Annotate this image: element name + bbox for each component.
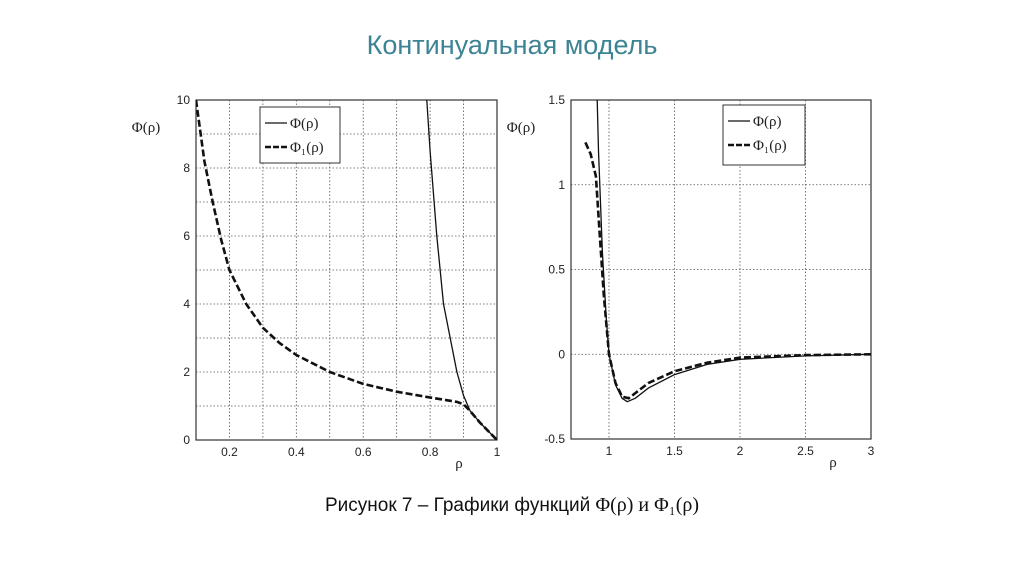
x-tick-label: 0.8 (422, 445, 439, 459)
series-line-phi1 (584, 141, 871, 400)
figure-caption: Рисунок 7 – Графики функций Φ(ρ) и Φ₁(ρ) (0, 494, 1024, 517)
x-tick-label: 2.5 (797, 444, 814, 458)
x-tick-label: 3 (868, 444, 875, 458)
legend-label: Φ₁(ρ) (290, 140, 324, 156)
caption-text: Рисунок 7 – Графики функций (324, 495, 596, 516)
slide-title: Континуальная модель (366, 30, 658, 60)
caption-math: Φ(ρ) и Φ₁(ρ) (595, 494, 700, 516)
x-axis-label: ρ (829, 455, 837, 471)
y-tick-label: 8 (183, 161, 190, 175)
y-tick-label: 0 (183, 433, 190, 447)
x-tick-label: 1 (494, 445, 501, 459)
x-tick-label: 2 (737, 444, 744, 458)
legend: Φ(ρ) Φ₁(ρ) (722, 104, 806, 166)
y-tick-label: -0.5 (544, 432, 565, 446)
y-tick-label: 10 (177, 93, 191, 107)
y-tick-label: 0 (558, 347, 565, 361)
x-axis-label: ρ (455, 456, 463, 472)
y-tick-label: 1.5 (548, 93, 565, 107)
plot-frame (195, 99, 498, 441)
y-tick-label: 2 (183, 365, 190, 379)
legend-label: Φ₁(ρ) (753, 138, 787, 154)
y-axis-label: Φ(ρ) (132, 120, 160, 136)
x-tick-label: 1.5 (666, 444, 683, 458)
x-tick-label: 0.4 (288, 445, 305, 459)
y-tick-label: 0.5 (548, 263, 565, 277)
x-tick-label: 0.2 (221, 445, 238, 459)
chart-2: 1 1.5 2 2.5 3 -0.5 0 0.5 1 1.5 Φ(ρ) ρ Φ(ρ) Φ₁(ρ) (507, 93, 875, 471)
x-tick-label: 1 (606, 444, 613, 458)
plot-frame (570, 99, 872, 440)
y-axis-label: Φ(ρ) (507, 120, 535, 136)
legend: Φ(ρ) Φ₁(ρ) (259, 106, 341, 164)
legend-label: Φ(ρ) (753, 114, 781, 130)
series-line-phi1 (196, 100, 497, 440)
legend-box (722, 104, 806, 166)
legend-box (259, 106, 341, 164)
legend-label: Φ(ρ) (290, 116, 318, 132)
series-line-phi (426, 100, 497, 440)
y-tick-label: 6 (183, 229, 190, 243)
y-tick-label: 1 (558, 178, 565, 192)
x-tick-label: 0.6 (355, 445, 372, 459)
y-tick-label: 4 (183, 297, 190, 311)
